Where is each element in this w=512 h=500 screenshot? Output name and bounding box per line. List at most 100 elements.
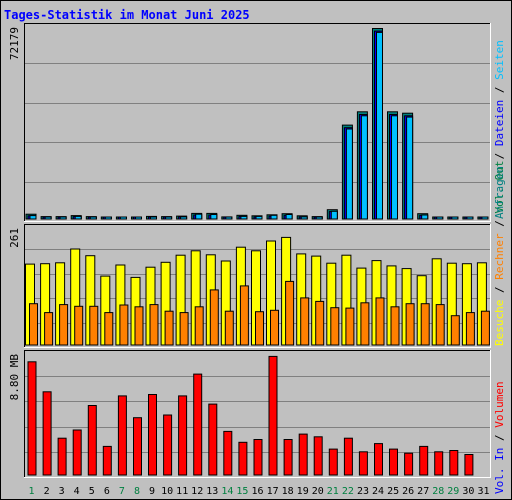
legend-separator: / <box>493 80 506 100</box>
chart-title: Tages-Statistik im Monat Juni 2025 <box>4 8 250 22</box>
bar-volume-volumen-day-14 <box>223 430 233 476</box>
bar-visits-rechner-day-5 <box>89 305 99 346</box>
bar-hits-seiten-day-5 <box>89 216 97 220</box>
bar-volume-volumen-day-9 <box>148 394 157 476</box>
bar-hits-seiten-day-21 <box>330 210 338 220</box>
legend-item-rechner: Rechner <box>493 233 506 280</box>
bar-visits-rechner-day-6 <box>104 312 114 346</box>
x-tick-label-day-8: 8 <box>134 486 140 497</box>
legend-separator: / <box>493 146 506 166</box>
legend-item-seiten: Seiten <box>493 40 506 80</box>
bar-volume-volumen-day-2 <box>42 391 52 476</box>
bar-volume-volumen-day-12 <box>193 373 203 476</box>
bar-visits-rechner-day-12 <box>194 306 204 346</box>
bar-visits-rechner-day-8 <box>134 306 144 346</box>
bar-hits-seiten-day-2 <box>44 216 52 220</box>
bar-visits-rechner-day-1 <box>29 303 38 346</box>
x-tick-label-day-4: 4 <box>74 486 80 497</box>
bar-visits-rechner-day-21 <box>330 307 340 346</box>
x-tick-label-day-24: 24 <box>372 486 384 497</box>
bar-visits-rechner-day-9 <box>149 304 159 346</box>
bar-visits-rechner-day-30 <box>465 312 475 346</box>
bar-volume-volumen-day-19 <box>298 433 308 476</box>
bar-visits-rechner-day-22 <box>345 307 355 346</box>
x-tick-label-day-5: 5 <box>89 486 95 497</box>
bar-visits-rechner-day-13 <box>209 289 219 346</box>
bar-hits-seiten-day-18 <box>285 214 293 220</box>
bar-visits-rechner-day-15 <box>239 285 249 346</box>
x-tick-label-day-23: 23 <box>357 486 369 497</box>
bar-hits-seiten-day-14 <box>225 216 233 220</box>
bar-hits-seiten-day-1 <box>29 215 37 220</box>
bar-volume-volumen-day-3 <box>57 437 67 476</box>
bar-visits-rechner-day-16 <box>255 311 264 346</box>
bar-volume-volumen-day-15 <box>238 441 248 476</box>
bar-visits-rechner-day-27 <box>420 303 430 346</box>
bar-hits-seiten-day-3 <box>59 216 67 220</box>
panel-visits-max-label: 261 <box>8 228 21 248</box>
x-tick-label-day-7: 7 <box>119 486 125 497</box>
bar-visits-rechner-day-24 <box>375 297 385 346</box>
bar-hits-seiten-day-6 <box>104 216 112 220</box>
bar-volume-volumen-day-27 <box>419 445 429 476</box>
legend-item-volumen: Volumen <box>493 381 506 427</box>
x-tick-label-day-14: 14 <box>221 486 233 497</box>
bar-hits-seiten-day-23 <box>360 115 368 220</box>
bar-hits-seiten-day-31 <box>481 216 489 220</box>
legend-separator: / <box>493 280 506 300</box>
bar-hits-seiten-day-27 <box>421 214 429 220</box>
x-tick-label-day-21: 21 <box>327 486 339 497</box>
bar-visits-rechner-day-14 <box>224 310 234 346</box>
legend-bottom: Vol. In / Volumen <box>493 381 506 494</box>
bar-hits-seiten-day-15 <box>240 215 248 220</box>
bar-visits-rechner-day-7 <box>119 304 129 346</box>
x-tick-label-day-6: 6 <box>104 486 110 497</box>
bar-volume-volumen-day-23 <box>358 451 368 476</box>
bar-hits-seiten-day-7 <box>119 216 127 220</box>
x-tick-label-day-15: 15 <box>236 486 248 497</box>
x-tick-label-day-16: 16 <box>251 486 263 497</box>
bar-visits-rechner-day-17 <box>270 309 279 346</box>
bar-visits-rechner-day-25 <box>390 306 400 346</box>
bar-visits-rechner-day-29 <box>450 315 460 346</box>
legend-separator: / <box>493 428 506 448</box>
x-tick-label-day-29: 29 <box>447 486 459 497</box>
panel-volume-max-label: 8.80 MB <box>8 354 21 401</box>
bar-volume-volumen-day-17 <box>268 355 278 476</box>
x-tick-label-day-10: 10 <box>161 486 173 497</box>
bar-volume-volumen-day-7 <box>117 395 127 476</box>
bar-visits-rechner-day-23 <box>360 302 370 346</box>
bar-visits-rechner-day-28 <box>435 304 445 346</box>
bar-volume-volumen-day-30 <box>464 454 474 476</box>
legend-mid: Besuche / Rechner / Vol. Out <box>493 161 506 346</box>
x-tick-label-day-27: 27 <box>417 486 429 497</box>
bar-hits-seiten-day-19 <box>300 216 308 220</box>
panel-hits-bg <box>24 23 491 222</box>
x-tick-label-day-20: 20 <box>312 486 324 497</box>
x-tick-label-day-22: 22 <box>342 486 354 497</box>
x-tick-label-day-11: 11 <box>176 486 188 497</box>
x-tick-label-day-13: 13 <box>206 486 218 497</box>
bar-hits-seiten-day-22 <box>345 128 353 220</box>
bar-hits-seiten-day-10 <box>165 216 173 220</box>
bar-hits-seiten-day-8 <box>135 216 142 220</box>
bar-volume-volumen-day-8 <box>133 417 142 476</box>
x-tick-label-day-9: 9 <box>149 486 155 497</box>
bar-hits-seiten-day-4 <box>74 215 82 220</box>
legend-top: Anfragen / Dateien / Seiten <box>493 40 506 219</box>
bar-volume-volumen-day-21 <box>328 448 338 476</box>
bar-volume-volumen-day-25 <box>389 448 398 476</box>
x-tick-label-day-25: 25 <box>387 486 399 497</box>
bar-volume-volumen-day-22 <box>343 437 353 476</box>
bar-visits-rechner-day-3 <box>59 304 69 346</box>
bar-volume-volumen-day-4 <box>72 429 82 476</box>
x-tick-label-day-3: 3 <box>59 486 65 497</box>
x-tick-label-day-31: 31 <box>477 486 489 497</box>
bar-hits-seiten-day-25 <box>391 115 398 220</box>
legend-item-besuche: Besuche <box>493 300 506 346</box>
bar-visits-rechner-day-18 <box>285 280 295 346</box>
bar-volume-volumen-day-11 <box>178 395 188 476</box>
x-tick-label-day-26: 26 <box>402 486 414 497</box>
